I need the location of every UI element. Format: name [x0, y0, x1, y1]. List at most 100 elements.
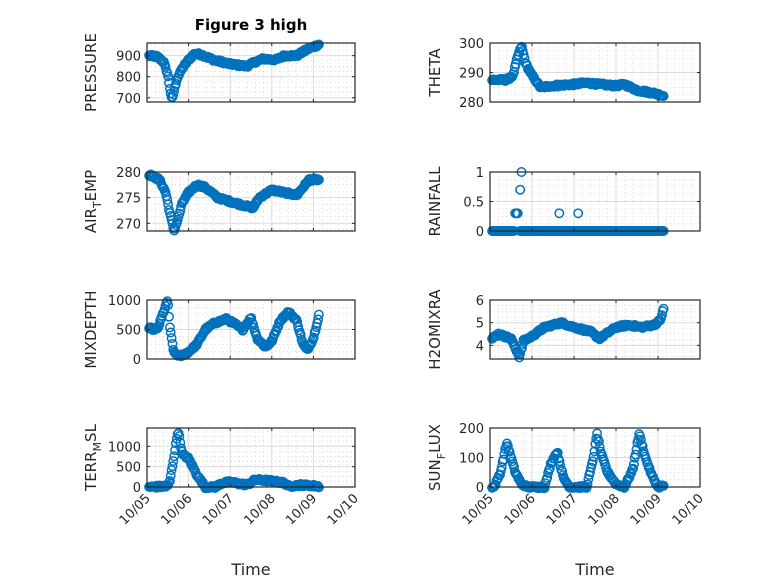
x-tick-label: 10/07 [544, 491, 581, 528]
y-tick-label: 100 [459, 452, 484, 467]
y-tick-label: 0 [133, 481, 141, 496]
y-tick-label: 0 [133, 353, 141, 368]
y-tick-label: 700 [116, 92, 141, 107]
data-point [313, 314, 324, 325]
y-tick-label: 300 [459, 37, 484, 52]
data-point [164, 476, 175, 486]
data-point [512, 208, 523, 219]
x-tick-label: 10/09 [628, 491, 665, 528]
axes-box [146, 42, 356, 103]
data-point [169, 85, 180, 96]
data-point [594, 442, 605, 453]
subplot-sun-flux: 0 100 200 10/05 10/06 10/07 10/08 10/09 10/10 Tim… [426, 422, 707, 579]
y-tick-label: 1000 [108, 294, 141, 309]
y-tick-label: 900 [116, 50, 141, 65]
data-point [313, 39, 324, 50]
x-tick-label: 10/06 [158, 491, 195, 528]
y-tick-label: 280 [459, 96, 484, 111]
data-point [170, 223, 181, 234]
data-point [587, 456, 598, 467]
figure-title: Figure 3 high [195, 16, 308, 34]
x-tick-label: 10/08 [242, 491, 279, 528]
x-tick-label: 10/07 [200, 491, 237, 528]
subplot-h2omixra: 4 5 6 H2OMIXRA [426, 289, 701, 370]
data-point [635, 434, 646, 445]
subplot-air-temp: 270 275 280 AIRTEMP [82, 166, 356, 236]
data-point [658, 480, 669, 491]
data-point [658, 303, 669, 314]
y-tick-label: 500 [116, 461, 141, 476]
data-point [557, 466, 568, 477]
data-point [313, 309, 324, 320]
data-point [554, 208, 565, 219]
data-point [175, 437, 186, 448]
y-tick-label: 275 [116, 192, 141, 207]
data-point [656, 310, 667, 321]
y-tick-label: 800 [116, 71, 141, 86]
y-tick-label: 270 [116, 217, 141, 232]
y-tick-label: 0.5 [463, 196, 484, 211]
y-axis-label: THETA [426, 48, 444, 98]
y-tick-label: 290 [459, 67, 484, 82]
y-tick-label: 280 [116, 166, 141, 181]
subplot-theta: 280 290 300 THETA [426, 37, 701, 111]
data-point [313, 174, 324, 185]
x-tick-label: 10/05 [117, 491, 154, 528]
data-point [658, 91, 669, 102]
data-point [165, 470, 176, 481]
data-point [166, 333, 177, 344]
y-axis-label: RAINFALL [426, 166, 444, 237]
y-tick-label: 0 [476, 481, 484, 496]
data-point [166, 465, 177, 476]
y-tick-label: 1000 [108, 440, 141, 455]
data-point [555, 460, 566, 471]
data-point [308, 332, 319, 343]
data-point [627, 464, 638, 475]
data-point [164, 322, 175, 333]
x-axis-label: Time [230, 560, 270, 579]
data-point [163, 71, 174, 82]
y-tick-label: 6 [476, 294, 484, 309]
subplot-pressure: 700 800 900 PRESSURE [82, 33, 356, 112]
data-point [164, 311, 174, 322]
x-axis-label: Time [574, 560, 614, 579]
axes-box [146, 427, 356, 488]
subplot-terr-msl: 0 500 1000 10/05 10/06 10/07 10/08 10/09 10/10 Ti… [82, 423, 362, 579]
data-point [582, 479, 593, 490]
data-point [168, 456, 179, 467]
data-point [165, 327, 176, 338]
data-point [628, 463, 638, 474]
data-point [515, 184, 526, 195]
axes-box [489, 299, 701, 360]
y-axis-label: TERRMSL [82, 423, 104, 492]
data-point [246, 313, 257, 323]
data-point [172, 214, 183, 225]
x-tick-label: 10/10 [670, 491, 707, 528]
subplot-mixdepth: 0 500 1000 MIXDEPTH [82, 290, 356, 369]
y-tick-label: 5 [476, 317, 484, 332]
y-axis-label: MIXDEPTH [82, 290, 100, 368]
data-point [515, 348, 526, 359]
subplot-rainfall: 0 0.5 1 RAINFALL [426, 166, 701, 240]
x-tick-label: 10/09 [283, 491, 320, 528]
data-point [573, 208, 584, 219]
data-point [583, 474, 594, 484]
y-tick-label: 1 [476, 166, 484, 181]
y-axis-label: H2OMIXRA [426, 289, 444, 370]
x-tick-label: 10/10 [325, 491, 362, 528]
data-point [162, 194, 173, 205]
data-point [162, 296, 173, 307]
data-point [504, 446, 515, 457]
axes-box [146, 171, 356, 232]
data-point [312, 41, 323, 52]
data-point [295, 329, 306, 340]
data-point [170, 445, 181, 456]
x-tick-label: 10/05 [460, 491, 497, 528]
data-point [490, 479, 501, 490]
data-point [510, 58, 521, 69]
y-axis-label: SUNFLUX [426, 424, 448, 491]
data-point [174, 431, 185, 442]
data-point [628, 459, 639, 470]
y-axis-label: PRESSURE [82, 33, 100, 112]
